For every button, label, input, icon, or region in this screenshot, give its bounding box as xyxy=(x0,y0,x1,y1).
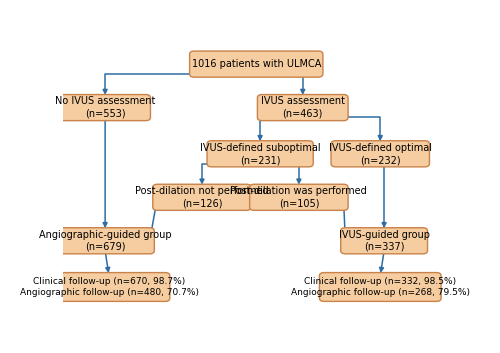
FancyBboxPatch shape xyxy=(340,228,428,254)
FancyBboxPatch shape xyxy=(56,228,154,254)
Text: 1016 patients with ULMCA: 1016 patients with ULMCA xyxy=(192,59,321,69)
Text: No IVUS assessment
(n=553): No IVUS assessment (n=553) xyxy=(55,96,156,119)
FancyBboxPatch shape xyxy=(48,273,170,301)
Text: Angiographic-guided group
(n=679): Angiographic-guided group (n=679) xyxy=(39,229,172,252)
Text: IVUS-guided group
(n=337): IVUS-guided group (n=337) xyxy=(338,229,430,252)
FancyBboxPatch shape xyxy=(153,184,251,210)
FancyBboxPatch shape xyxy=(190,51,323,77)
Text: IVUS-defined optimal
(n=232): IVUS-defined optimal (n=232) xyxy=(329,143,432,165)
FancyBboxPatch shape xyxy=(258,95,348,121)
Text: IVUS assessment
(n=463): IVUS assessment (n=463) xyxy=(261,96,345,119)
FancyBboxPatch shape xyxy=(320,273,441,301)
Text: Post-dilation not performed
(n=126): Post-dilation not performed (n=126) xyxy=(135,186,269,209)
Text: IVUS-defined suboptimal
(n=231): IVUS-defined suboptimal (n=231) xyxy=(200,143,320,165)
FancyBboxPatch shape xyxy=(250,184,348,210)
FancyBboxPatch shape xyxy=(207,141,313,167)
Text: Post-dilation was performed
(n=105): Post-dilation was performed (n=105) xyxy=(230,186,367,209)
Text: Clinical follow-up (n=332, 98.5%)
Angiographic follow-up (n=268, 79.5%): Clinical follow-up (n=332, 98.5%) Angiog… xyxy=(291,277,470,297)
FancyBboxPatch shape xyxy=(60,95,150,121)
Text: Clinical follow-up (n=670, 98.7%)
Angiographic follow-up (n=480, 70.7%): Clinical follow-up (n=670, 98.7%) Angiog… xyxy=(20,277,199,297)
FancyBboxPatch shape xyxy=(331,141,430,167)
